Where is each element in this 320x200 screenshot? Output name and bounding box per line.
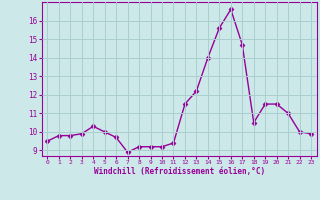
X-axis label: Windchill (Refroidissement éolien,°C): Windchill (Refroidissement éolien,°C) (94, 167, 265, 176)
